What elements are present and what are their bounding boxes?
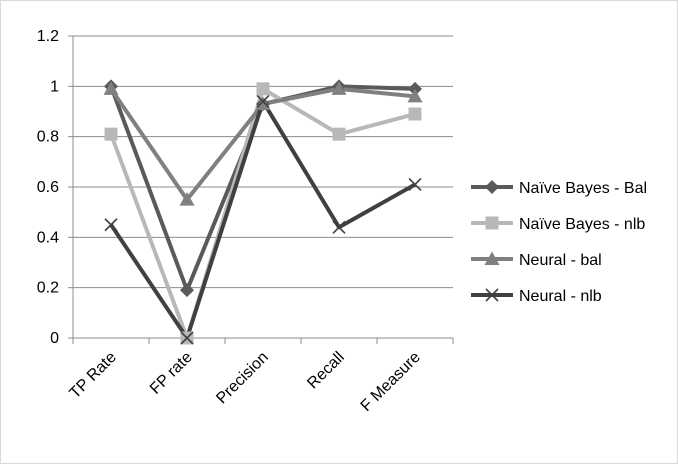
- axes: [68, 35, 454, 344]
- data-point-2-2: [255, 96, 271, 110]
- y-tick-label: 0.4: [37, 229, 59, 246]
- x-marker-stroke: [485, 288, 499, 302]
- legend-swatch-marker: [485, 216, 499, 230]
- legend-label: Neural - nlb: [519, 288, 602, 305]
- legend-swatch-marker: [485, 180, 499, 194]
- legend-swatch-marker: [485, 288, 499, 302]
- legend: Naïve Bayes - Bal Naïve Bayes - nlb Neural…: [471, 180, 647, 305]
- data-point-2-1: [179, 192, 195, 206]
- y-tick-label: 0.2: [37, 280, 59, 297]
- legend-swatch-marker: [484, 251, 500, 265]
- legend-label: Neural - bal: [519, 252, 602, 269]
- y-tick-label: 0.8: [37, 129, 59, 146]
- y-tick-label: 0.6: [37, 179, 59, 196]
- data-point-1-3: [332, 127, 346, 141]
- data-point-3-3: [332, 220, 346, 234]
- x-marker-stroke: [408, 177, 422, 192]
- y-axis-tick-labels: 0 0.2 0.4 0.6 0.8 1 1.2: [37, 28, 59, 347]
- data-point-3-1: [180, 331, 194, 345]
- x-axis-tick-labels: TP Rate FP rate Precision Recall F Measure: [67, 349, 424, 415]
- legend-label: Naïve Bayes - Bal: [519, 180, 647, 197]
- y-tick-label: 0: [50, 330, 59, 347]
- data-point-3-4: [408, 177, 422, 192]
- data-point-1-2: [256, 82, 270, 96]
- x-tick-label: Precision: [213, 349, 272, 408]
- y-tick-label: 1.2: [37, 28, 59, 45]
- x-tick-label: F Measure: [358, 349, 424, 415]
- x-marker-stroke: [332, 220, 346, 234]
- x-marker-stroke: [104, 218, 118, 232]
- data-point-2-4: [407, 88, 423, 103]
- data-point-3-2: [256, 94, 270, 108]
- data-point-0-1: [180, 283, 194, 298]
- series-markers: [103, 79, 423, 345]
- legend-item: Neural - bal: [471, 251, 602, 269]
- data-point-3-0: [104, 218, 118, 232]
- x-tick-label: TP Rate: [67, 349, 120, 402]
- series-lines: [109, 84, 416, 340]
- data-point-1-0: [104, 127, 118, 141]
- legend-label: Naïve Bayes - nlb: [519, 216, 645, 233]
- legend-item: Naïve Bayes - Bal: [471, 180, 647, 197]
- x-marker-stroke: [180, 331, 194, 345]
- data-point-1-4: [408, 107, 422, 121]
- x-marker-stroke: [256, 94, 270, 108]
- y-tick-label: 1: [50, 78, 59, 95]
- data-point-2-0: [103, 81, 119, 95]
- legend-item: Neural - nlb: [471, 288, 602, 305]
- data-point-0-4: [408, 81, 422, 96]
- x-tick-label: Recall: [304, 349, 347, 392]
- legend-item: Naïve Bayes - nlb: [471, 216, 645, 233]
- data-point-2-3: [331, 81, 347, 95]
- x-tick-label: FP rate: [147, 349, 196, 398]
